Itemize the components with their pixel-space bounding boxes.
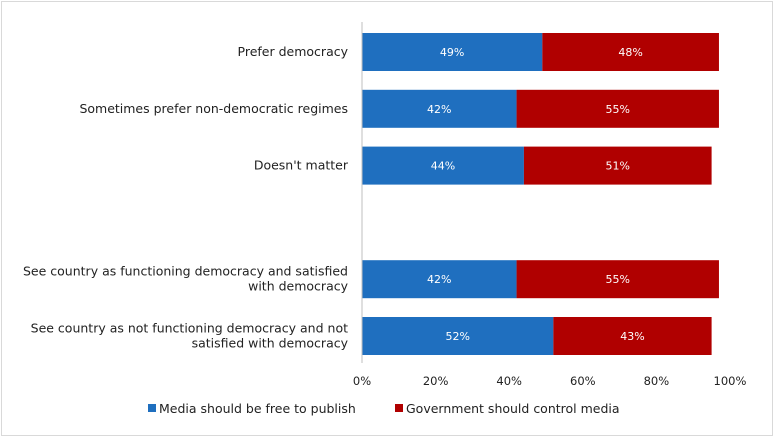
data-label: 42% — [427, 273, 451, 286]
legend-label: Media should be free to publish — [159, 401, 356, 416]
category-label: See country as functioning democracy and… — [23, 264, 348, 279]
data-label: 43% — [620, 330, 644, 343]
x-tick-label: 0% — [353, 374, 371, 388]
bar-media-free — [362, 33, 543, 71]
data-label: 51% — [606, 160, 630, 173]
legend-label: Government should control media — [406, 401, 620, 416]
bars: 49% 48% 42% 55% 44% 51% 42% 55% 52% 43% — [362, 33, 719, 355]
legend-swatch-government-control — [395, 404, 403, 412]
x-tick-label: 60% — [570, 374, 596, 388]
category-label: Sometimes prefer non-democratic regimes — [79, 101, 348, 116]
data-label: 42% — [427, 103, 451, 116]
data-label: 55% — [606, 273, 630, 286]
bar-media-free — [362, 146, 524, 185]
data-label: 49% — [440, 46, 464, 59]
category-label: Prefer democracy — [238, 44, 349, 59]
category-labels: Prefer democracy Sometimes prefer non-dem… — [23, 44, 349, 351]
bar-government-control — [516, 260, 719, 299]
bar-media-free — [362, 260, 517, 299]
bar-media-free — [362, 317, 554, 355]
data-label: 52% — [445, 330, 469, 343]
category-label: with democracy — [248, 279, 348, 294]
category-label: Doesn't matter — [254, 158, 349, 173]
bar-government-control — [542, 33, 719, 71]
x-tick-label: 100% — [714, 374, 747, 388]
x-tick-label: 20% — [423, 374, 449, 388]
category-label: satisfied with democracy — [192, 336, 349, 351]
x-tick-label: 80% — [644, 374, 670, 388]
legend-swatch-media-free — [148, 404, 156, 412]
bar-government-control — [553, 317, 712, 355]
bar-media-free — [362, 89, 517, 128]
category-label: See country as not functioning democracy… — [31, 321, 348, 336]
data-label: 48% — [618, 46, 642, 59]
x-tick-label: 40% — [496, 374, 522, 388]
legend: Media should be free to publish Governmen… — [148, 401, 620, 416]
bar-government-control — [516, 89, 719, 128]
data-label: 44% — [431, 160, 455, 173]
x-axis-ticks: 0% 20% 40% 60% 80% 100% — [353, 374, 747, 388]
bar-government-control — [523, 146, 712, 185]
data-label: 55% — [606, 103, 630, 116]
